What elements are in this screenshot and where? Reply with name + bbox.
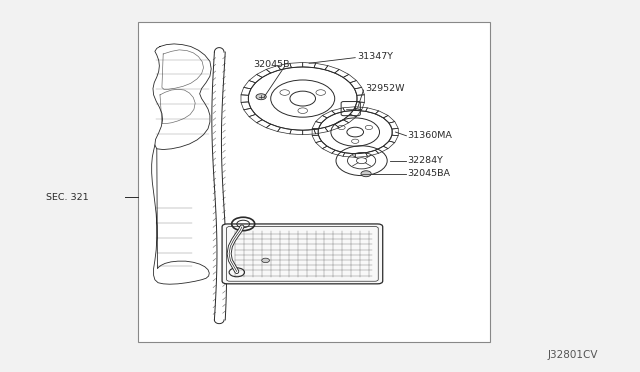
Text: 32045B: 32045B [253,60,289,69]
FancyBboxPatch shape [222,224,383,284]
Text: SEC. 321: SEC. 321 [45,193,88,202]
Circle shape [290,91,316,106]
Text: J32801CV: J32801CV [548,350,598,360]
Circle shape [356,158,367,164]
Text: 32284Y: 32284Y [408,156,444,165]
Circle shape [262,258,269,263]
Text: 32952W: 32952W [365,84,404,93]
Circle shape [347,127,364,137]
Text: 31347Y: 31347Y [357,52,393,61]
Bar [138,22,490,342]
Text: 31360MA: 31360MA [408,131,452,140]
Circle shape [256,94,266,100]
Text: 32045BA: 32045BA [408,169,451,178]
Circle shape [361,171,371,177]
